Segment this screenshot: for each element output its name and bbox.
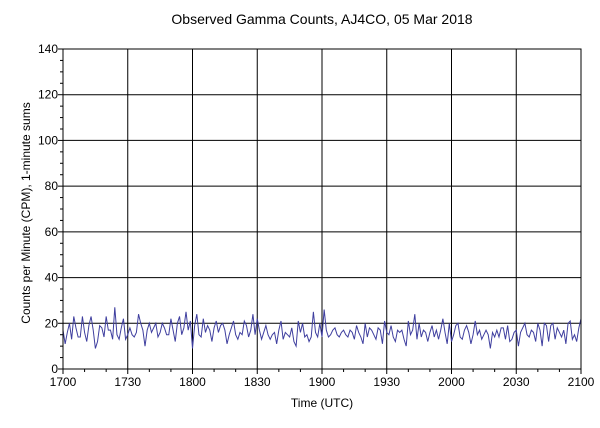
data-series	[62, 307, 582, 349]
cpm-series-line	[62, 307, 582, 349]
y-tick-label: 60	[45, 225, 59, 239]
grid-lines	[63, 49, 581, 369]
y-tick-label: 0	[51, 362, 58, 376]
x-tick-label: 1830	[244, 375, 271, 389]
y-tick-label: 120	[38, 88, 58, 102]
y-tick-label: 20	[45, 316, 59, 330]
x-tick-label: 1700	[50, 375, 77, 389]
y-tick-label: 140	[38, 42, 58, 56]
y-tick-label: 80	[45, 179, 59, 193]
y-axis-ticks: 0 20 40 60 80 100 120 140	[38, 42, 63, 376]
x-tick-label: 2030	[503, 375, 530, 389]
x-tick-label: 2100	[568, 375, 595, 389]
y-tick-label: 100	[38, 133, 58, 147]
x-axis-ticks: 1700 1730 1800 1830 1900 1930 2000 2030 2100	[50, 369, 595, 389]
chart-title: Observed Gamma Counts, AJ4CO, 05 Mar 201…	[171, 11, 472, 27]
x-axis-label: Time (UTC)	[291, 396, 353, 410]
plot-frame	[62, 48, 582, 370]
x-tick-label: 1900	[309, 375, 336, 389]
x-tick-label: 1730	[114, 375, 141, 389]
y-tick-label: 40	[45, 271, 59, 285]
y-axis-label: Counts per Minute (CPM), 1-minute sums	[19, 102, 33, 323]
x-tick-label: 2000	[438, 375, 465, 389]
x-tick-label: 1930	[373, 375, 400, 389]
x-tick-label: 1800	[179, 375, 206, 389]
